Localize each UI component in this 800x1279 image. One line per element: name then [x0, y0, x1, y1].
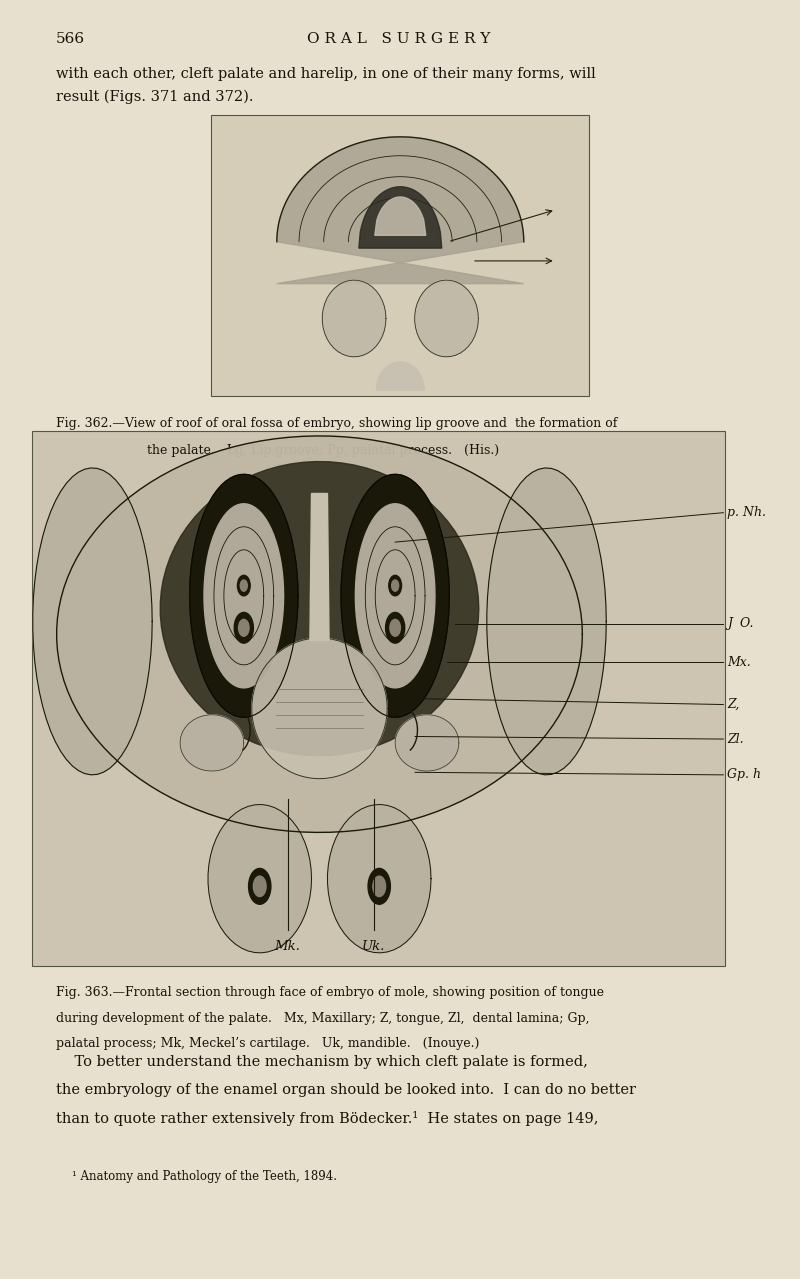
Polygon shape [355, 504, 435, 688]
Polygon shape [341, 475, 450, 718]
Text: p. Nh.: p. Nh. [727, 506, 766, 519]
Bar [211, 115, 590, 396]
Polygon shape [327, 804, 431, 953]
Polygon shape [208, 804, 311, 953]
Text: Fig. 362.—View of roof of oral fossa of embryo, showing lip groove and  the form: Fig. 362.—View of roof of oral fossa of … [56, 417, 617, 430]
Polygon shape [375, 197, 426, 235]
Circle shape [238, 576, 250, 596]
Text: than to quote rather extensively from Bödecker.¹  He states on page 149,: than to quote rather extensively from Bö… [56, 1111, 598, 1127]
Text: O R A L   S U R G E R Y: O R A L S U R G E R Y [306, 32, 490, 46]
Text: Gp. h: Gp. h [727, 769, 762, 781]
Polygon shape [204, 504, 284, 688]
Circle shape [392, 579, 398, 591]
Circle shape [254, 876, 266, 897]
Polygon shape [414, 280, 478, 357]
Polygon shape [33, 468, 152, 775]
Circle shape [234, 613, 254, 643]
Polygon shape [322, 280, 386, 357]
Polygon shape [359, 187, 442, 248]
Text: Uk.: Uk. [362, 940, 386, 953]
Polygon shape [160, 462, 478, 756]
Polygon shape [310, 494, 329, 641]
Polygon shape [277, 137, 524, 284]
Circle shape [368, 868, 390, 904]
Text: ¹ Anatomy and Pathology of the Teeth, 1894.: ¹ Anatomy and Pathology of the Teeth, 18… [72, 1170, 337, 1183]
Text: Z,: Z, [727, 698, 740, 711]
Text: Zl.: Zl. [727, 733, 744, 746]
Polygon shape [180, 715, 244, 771]
Text: the palate.   Lg, Lip groove; Pp, palatal process.   (His.): the palate. Lg, Lip groove; Pp, palatal … [147, 444, 499, 457]
Text: J  O.: J O. [727, 618, 754, 631]
Polygon shape [57, 436, 582, 833]
Text: Fig. 363.—Frontal section through face of embryo of mole, showing position of to: Fig. 363.—Frontal section through face o… [56, 986, 604, 999]
Circle shape [373, 876, 386, 897]
Text: result (Figs. 371 and 372).: result (Figs. 371 and 372). [56, 90, 254, 104]
Text: during development of the palate.   Mx, Maxillary; Z, tongue, Zl,  dental lamina: during development of the palate. Mx, Ma… [56, 1012, 590, 1024]
Text: palatal process; Mk, Meckel’s cartilage.   Uk, mandible.   (Inouye.): palatal process; Mk, Meckel’s cartilage.… [56, 1037, 479, 1050]
Text: the embryology of the enamel organ should be looked into.  I can do no better: the embryology of the enamel organ shoul… [56, 1083, 636, 1097]
Polygon shape [252, 638, 387, 779]
Text: Mx.: Mx. [727, 656, 751, 669]
Circle shape [389, 576, 402, 596]
Circle shape [240, 579, 247, 591]
Circle shape [386, 613, 405, 643]
Text: with each other, cleft palate and harelip, in one of their many forms, will: with each other, cleft palate and hareli… [56, 67, 595, 81]
Text: 566: 566 [56, 32, 85, 46]
Circle shape [238, 619, 249, 636]
Bar [32, 431, 725, 966]
Text: To better understand the mechanism by which cleft palate is formed,: To better understand the mechanism by wh… [56, 1055, 588, 1069]
Circle shape [249, 868, 271, 904]
Text: Mk.: Mk. [274, 940, 301, 953]
Polygon shape [487, 468, 606, 775]
Circle shape [390, 619, 401, 636]
Polygon shape [376, 362, 424, 390]
Polygon shape [395, 715, 459, 771]
Polygon shape [190, 475, 298, 718]
